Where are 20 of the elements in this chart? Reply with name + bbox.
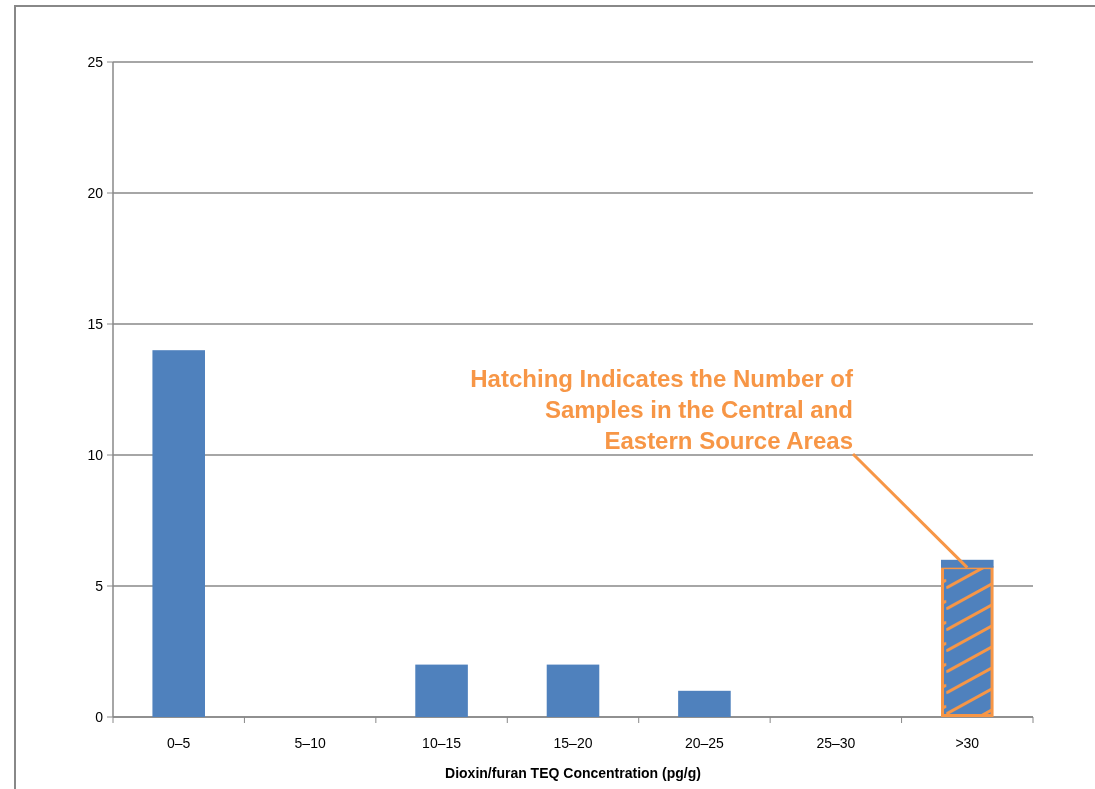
x-axis-title: Dioxin/furan TEQ Concentration (pg/g) — [445, 765, 701, 781]
x-tick-label: 10–15 — [422, 735, 462, 751]
x-tick-label: 20–25 — [684, 735, 725, 751]
x-tick-label: 15–20 — [553, 735, 593, 751]
annotation: Hatching Indicates the Number of Samples in the Central and Eastern Source Areas — [470, 365, 854, 454]
x-tick-label: 0–5 — [167, 735, 191, 751]
y-tick-label: 15 — [87, 315, 104, 332]
bar — [546, 664, 600, 717]
y-tick-label: 0 — [95, 708, 104, 725]
y-tick-label: 5 — [95, 577, 104, 594]
y-tick-label: 25 — [87, 53, 104, 70]
bar — [152, 350, 205, 717]
bar — [678, 690, 731, 717]
bar — [941, 559, 994, 568]
x-tick-label: >30 — [955, 735, 980, 751]
y-tick-label: 20 — [87, 184, 104, 201]
x-tick-label: 5–10 — [294, 735, 326, 751]
y-tick-label: 10 — [87, 446, 104, 463]
x-tick-label: 25–30 — [816, 735, 856, 751]
bar — [415, 664, 468, 717]
